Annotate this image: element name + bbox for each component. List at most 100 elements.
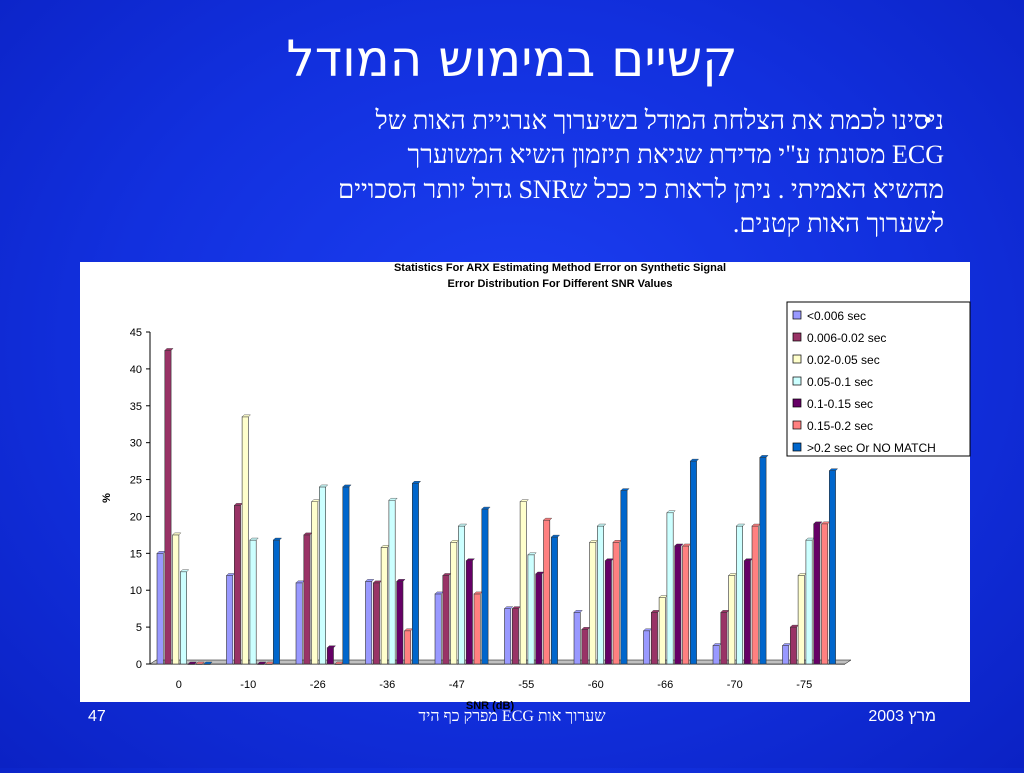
legend-item: 0.02-0.05 sec (792, 353, 880, 367)
bar (511, 606, 522, 665)
bar-top (318, 484, 329, 488)
x-axis-label: SNR (dB) (466, 700, 515, 712)
legend-swatch (792, 310, 802, 320)
bar-face (319, 486, 326, 665)
bar (596, 523, 607, 665)
chart-subtitle: Error Distribution For Different SNR Val… (448, 278, 673, 290)
legend-label: 0.1-0.15 sec (807, 397, 873, 411)
bar (179, 569, 190, 665)
bar-face (504, 608, 512, 665)
bar (411, 481, 422, 665)
bar-top (573, 610, 583, 613)
bar-face (581, 629, 589, 665)
bar-face (295, 582, 303, 665)
bar-face (241, 416, 249, 665)
bar-face (272, 539, 280, 665)
legend-label: 0.02-0.05 sec (807, 353, 880, 367)
bullet-line-3: מהשיא האמיתי . ניתן לראות כי ככל שSNR גד… (337, 174, 944, 204)
bar-top (759, 455, 769, 458)
bar (751, 523, 761, 665)
legend-label: 0.15-0.2 sec (807, 419, 873, 433)
x-tick-label: -66 (657, 679, 673, 691)
bar-face (620, 490, 628, 665)
y-tick-label: 15 (130, 548, 142, 560)
bar-face (612, 541, 620, 665)
bar-top (203, 661, 213, 665)
bar-top (481, 506, 491, 510)
legend-label: 0.006-0.02 sec (807, 331, 886, 345)
bar-top (735, 523, 746, 527)
footer-date: מרץ 2003 (868, 708, 936, 725)
bar-face (720, 612, 728, 665)
bar-top (596, 523, 607, 527)
bar-face (249, 539, 257, 665)
y-tick-label: 35 (130, 401, 142, 413)
legend-label: <0.006 sec (807, 309, 866, 323)
legend-swatch (792, 332, 802, 342)
legend-item: >0.2 sec Or NO MATCH (792, 441, 936, 455)
bar (195, 661, 205, 665)
bar-face (226, 575, 234, 665)
bar-top (164, 348, 174, 351)
bar-face (172, 534, 180, 665)
bar-top (396, 579, 406, 582)
bar-top (342, 484, 352, 488)
bar-top (388, 498, 398, 501)
legend-swatch (792, 354, 802, 364)
bar-face (164, 350, 172, 665)
bar-face (434, 593, 442, 665)
bar-face (751, 525, 759, 665)
bar-face (527, 554, 535, 665)
bar-top (172, 532, 182, 536)
bar (658, 595, 668, 665)
bar-top (519, 499, 529, 502)
x-tick-label: -36 (379, 679, 395, 691)
bar-top (828, 468, 839, 471)
bullet-paragraph: ניסינו לכמת את הצלחת המודל בשיערוך אנרגי… (124, 104, 944, 241)
bar-face (156, 553, 164, 665)
bar-face (396, 581, 404, 665)
x-tick-label: -47 (449, 679, 465, 691)
bar-face (658, 597, 666, 665)
bar-top (365, 579, 375, 582)
bar-face (372, 582, 380, 665)
bar-top (813, 521, 823, 525)
bar-face (573, 612, 581, 665)
bullet-line-4: לשערוך האות קטנים. (732, 208, 944, 238)
bar (650, 610, 661, 665)
y-tick-label: 30 (130, 438, 142, 450)
bar-face (759, 457, 767, 665)
legend-item: 0.1-0.15 sec (792, 397, 873, 411)
bar (689, 458, 700, 665)
bar-face (689, 460, 697, 665)
bar (380, 545, 390, 665)
x-tick-label: -70 (727, 679, 743, 691)
bar-top (195, 661, 205, 665)
legend-swatch (792, 398, 802, 408)
legend-item: 0.006-0.02 sec (792, 331, 886, 345)
bar-face (597, 525, 605, 665)
bar (457, 523, 468, 665)
y-tick-label: 40 (130, 364, 142, 376)
bar (365, 579, 375, 665)
x-tick-label: 0 (176, 679, 182, 691)
legend-swatch (792, 442, 802, 452)
bar-face (311, 501, 319, 665)
x-tick-labels: 0 -10 -26 -36 -47 -55 -60 -66 -70 -75 (176, 679, 813, 691)
bar-face (682, 545, 690, 665)
bar-face (797, 575, 805, 665)
bar (666, 510, 676, 665)
x-tick-label: -60 (588, 679, 604, 691)
bar (519, 499, 529, 665)
bar-top (504, 606, 514, 609)
bar (797, 573, 807, 665)
bar-face (674, 545, 682, 665)
bar-face (828, 470, 836, 665)
bar (172, 532, 182, 665)
bar (233, 503, 244, 665)
bar-face (442, 575, 450, 665)
bar-face (365, 581, 373, 665)
bar (203, 661, 213, 665)
bar-face (404, 630, 412, 665)
bullet-line-2: ECG מסונתז ע"י מדידת שגיאת תיזמון השיא ה… (407, 140, 944, 170)
